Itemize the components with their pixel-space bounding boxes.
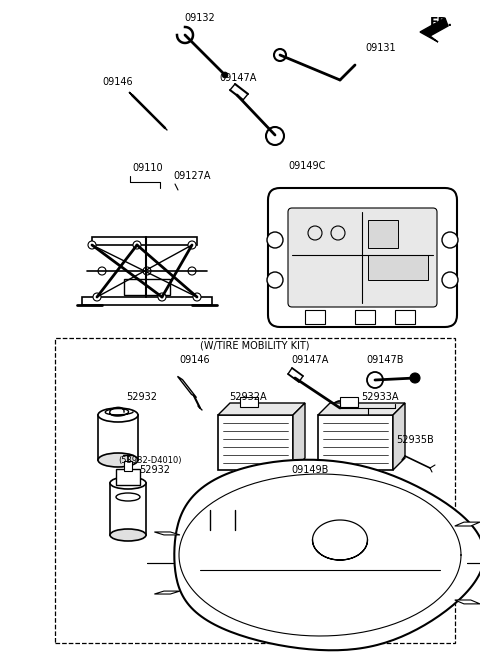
Circle shape bbox=[442, 232, 458, 248]
Polygon shape bbox=[318, 403, 405, 415]
Bar bbox=[305, 310, 325, 324]
Text: (W/TIRE MOBILITY KIT): (W/TIRE MOBILITY KIT) bbox=[200, 340, 310, 350]
Polygon shape bbox=[420, 18, 448, 42]
Bar bbox=[368, 220, 398, 248]
Bar bbox=[124, 461, 132, 471]
Circle shape bbox=[188, 241, 196, 249]
Circle shape bbox=[222, 72, 228, 78]
Circle shape bbox=[267, 232, 283, 248]
Polygon shape bbox=[455, 522, 480, 526]
Circle shape bbox=[158, 293, 166, 301]
Circle shape bbox=[267, 272, 283, 288]
Bar bbox=[395, 310, 415, 324]
Circle shape bbox=[143, 267, 151, 275]
Text: 52933A: 52933A bbox=[361, 392, 399, 402]
Text: 52932A: 52932A bbox=[229, 392, 267, 402]
Bar bbox=[110, 483, 146, 535]
Circle shape bbox=[193, 293, 201, 301]
Circle shape bbox=[98, 267, 106, 275]
Polygon shape bbox=[155, 532, 180, 535]
Text: 09127A: 09127A bbox=[173, 171, 211, 181]
Circle shape bbox=[88, 241, 96, 249]
FancyBboxPatch shape bbox=[288, 208, 437, 307]
Text: 09146: 09146 bbox=[103, 77, 133, 87]
Polygon shape bbox=[455, 600, 480, 604]
Text: 09147A: 09147A bbox=[291, 355, 329, 365]
Text: 09149B: 09149B bbox=[291, 465, 329, 475]
Bar bbox=[124, 279, 170, 295]
Circle shape bbox=[188, 267, 196, 275]
Polygon shape bbox=[218, 415, 293, 470]
Ellipse shape bbox=[98, 408, 138, 422]
Ellipse shape bbox=[116, 493, 140, 501]
Text: (53932-D4010): (53932-D4010) bbox=[118, 455, 182, 464]
Text: 52932: 52932 bbox=[140, 465, 170, 475]
Text: 09149C: 09149C bbox=[288, 161, 326, 171]
Text: 09146: 09146 bbox=[180, 355, 210, 365]
Polygon shape bbox=[155, 591, 180, 594]
Polygon shape bbox=[293, 403, 305, 470]
Bar bbox=[98, 415, 138, 460]
Text: FR.: FR. bbox=[430, 16, 453, 28]
Polygon shape bbox=[178, 376, 196, 397]
Ellipse shape bbox=[110, 529, 146, 541]
Polygon shape bbox=[393, 403, 405, 470]
Bar bbox=[340, 397, 358, 407]
Circle shape bbox=[93, 293, 101, 301]
Polygon shape bbox=[82, 297, 212, 305]
Text: 52935B: 52935B bbox=[396, 435, 434, 445]
Polygon shape bbox=[218, 403, 305, 415]
Text: 09132: 09132 bbox=[185, 13, 216, 23]
Circle shape bbox=[442, 272, 458, 288]
Bar bbox=[190, 500, 285, 565]
Text: 09110: 09110 bbox=[132, 163, 163, 173]
Bar bbox=[355, 310, 375, 324]
Bar bbox=[55, 338, 455, 643]
Polygon shape bbox=[92, 237, 197, 245]
Polygon shape bbox=[174, 460, 480, 650]
Ellipse shape bbox=[98, 453, 138, 467]
Text: 52932: 52932 bbox=[127, 392, 157, 402]
Bar bbox=[240, 397, 258, 407]
Bar bbox=[116, 469, 140, 485]
Circle shape bbox=[410, 373, 420, 383]
Text: 09131: 09131 bbox=[365, 43, 396, 53]
FancyBboxPatch shape bbox=[268, 188, 457, 327]
Ellipse shape bbox=[110, 477, 146, 489]
Polygon shape bbox=[318, 415, 393, 470]
Text: 09147B: 09147B bbox=[366, 355, 404, 365]
Bar bbox=[368, 255, 428, 280]
Polygon shape bbox=[129, 92, 151, 114]
Circle shape bbox=[133, 241, 141, 249]
Text: 09147A: 09147A bbox=[219, 73, 257, 83]
